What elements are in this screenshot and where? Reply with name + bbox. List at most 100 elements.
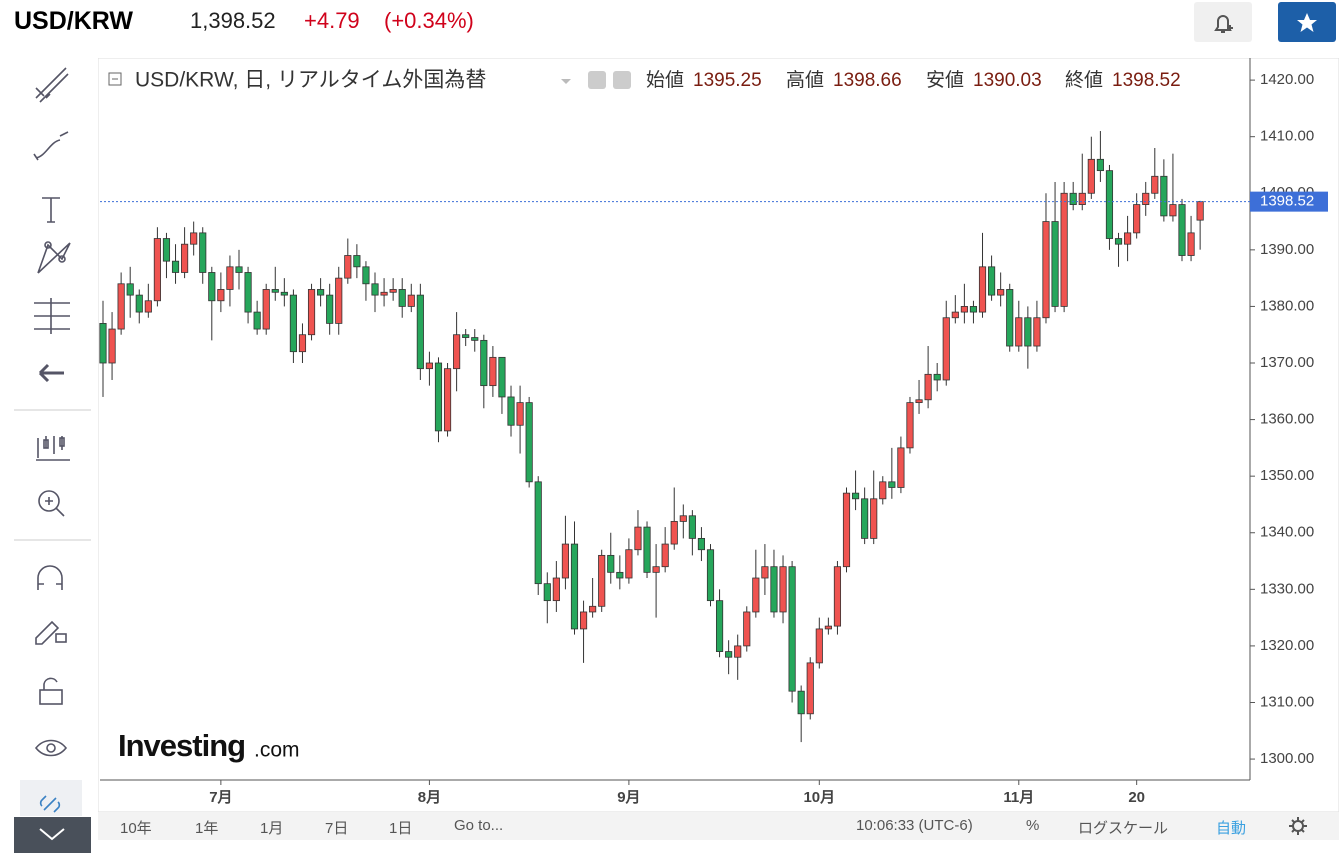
candle-body [1114,238,1123,245]
candle-body [661,543,669,568]
candle-body [534,481,542,585]
candle-body [471,337,479,341]
candle-body [1196,201,1204,221]
candle-body [1042,221,1050,319]
candle-body [915,399,923,404]
candle-body [706,549,715,602]
candle-body [253,311,261,330]
candle-body [634,526,642,551]
log-scale[interactable]: ログスケール [1078,820,1169,837]
range-1m[interactable]: 1月 [260,820,284,837]
drawing-toolbar [0,58,95,853]
chart: USD/KRW, 日, リアルタイム外国為替 始値 1395.25 高値 139… [98,58,1339,812]
watchlist-button[interactable] [1278,2,1336,42]
candle-body [906,402,914,449]
dropdown-caret [561,79,571,84]
candle-body [135,294,143,313]
candle-body [326,294,334,324]
range-7d[interactable]: 7日 [325,820,349,837]
candle-body [670,521,678,545]
candle-body [181,243,189,273]
legend-title: USD/KRW, 日, リアルタイム外国為替 [135,69,486,92]
candle-body [108,328,116,364]
candle-body [861,498,869,539]
candle-body [317,289,325,296]
candle-body [570,543,579,630]
candle-body [770,566,778,613]
x-tick-label: 11月 [1003,789,1034,806]
low-value: 1390.03 [973,70,1042,91]
y-tick-label: 1310.00 [1260,693,1314,710]
candle-body [997,289,1005,296]
high-label: 高値 [786,69,824,91]
candle-body [643,526,651,573]
x-tick-label: 9月 [617,789,640,806]
candle-body [1151,175,1159,194]
candle-body [480,339,488,387]
y-tick-label: 1410.00 [1260,128,1314,145]
candle-body [498,356,506,398]
goto[interactable]: Go to... [454,817,504,834]
auto-scale[interactable]: 自動 [1216,820,1247,837]
candle-body [398,289,406,307]
candle-body [371,283,379,296]
range-1y[interactable]: 1年 [195,820,219,837]
y-tick-label: 1340.00 [1260,524,1314,541]
settings-gear[interactable] [1288,816,1308,836]
candle-body [208,272,216,302]
candle-body [1069,192,1077,205]
candle-body [1105,170,1114,239]
candle-body [117,283,125,330]
candle-body [607,554,615,573]
candle-body [525,402,533,483]
low-label: 安値 [926,69,964,91]
candle-body [199,232,207,273]
candle-body [162,238,171,262]
candle-body [416,294,424,370]
bottom-toolbar: 10年 1年 1月 7日 1日 Go to... 10:06:33 (UTC-6… [98,812,1339,840]
candle-body [1124,232,1132,245]
percent[interactable]: % [1026,817,1040,834]
candle-body [434,362,443,432]
candle-body [443,368,452,432]
candle-body [344,255,352,279]
candle-body [561,543,569,579]
toolbar-icons [14,67,91,816]
last-price-tag [1250,191,1328,212]
candle-body [743,611,751,647]
candle-body [833,566,842,627]
alert-button[interactable] [1194,2,1252,42]
candle-body [888,481,896,488]
candle-body [842,492,851,568]
candle-body [280,291,288,296]
candle-body [217,289,225,302]
candle-body [389,289,397,293]
candle-body [171,260,180,273]
candle-body [579,611,588,630]
candle-body [1133,204,1141,234]
candle-body [1087,158,1095,194]
candle-body [924,373,932,401]
candle-body [1024,317,1032,347]
collapse-button[interactable] [14,817,91,853]
candle-body [144,300,152,313]
range-10y[interactable]: 10年 [120,820,152,837]
chart-frame [98,58,1339,812]
collapse-icon [108,72,122,86]
candle-body [425,362,433,370]
candle-body [271,289,279,293]
candle-body [1169,204,1177,217]
x-tick-label: 20 [1128,789,1145,806]
settings-icon [613,71,631,89]
candle-body [543,583,551,602]
range-1d[interactable]: 1日 [389,820,413,837]
candle-body [734,645,742,658]
candle-body [815,628,823,664]
candle-body [715,600,724,652]
candle-body [289,294,297,353]
candle-body [1187,232,1195,256]
candle-body [1160,175,1168,217]
candle-body [788,566,796,692]
price: 1,398.52 [190,8,276,33]
